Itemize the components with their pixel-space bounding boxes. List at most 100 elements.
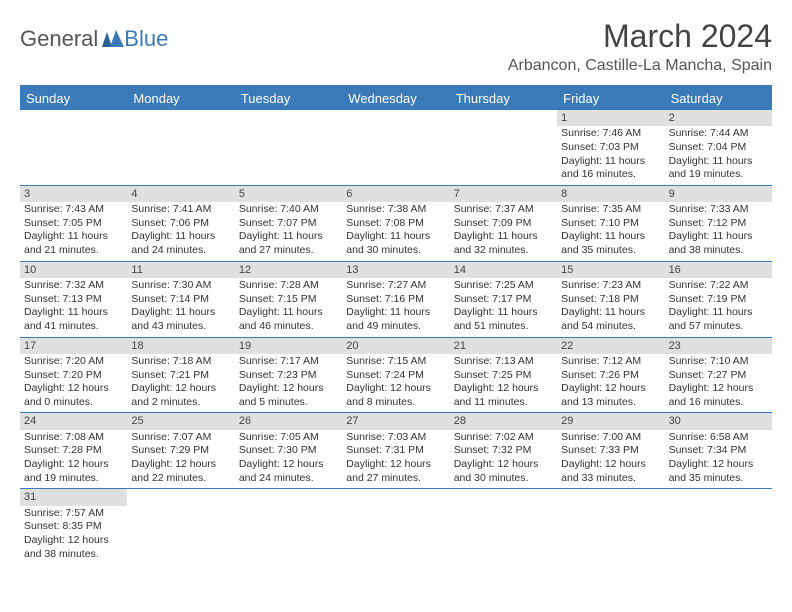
day-cell: 29Sunrise: 7:00 AMSunset: 7:33 PMDayligh…	[557, 413, 664, 488]
day-number: 20	[342, 338, 449, 354]
day-sunset: Sunset: 7:25 PM	[454, 369, 553, 383]
day-sunset: Sunset: 7:21 PM	[131, 369, 230, 383]
day-sunset: Sunset: 7:16 PM	[346, 293, 445, 307]
day-daylight2: and 54 minutes.	[561, 320, 660, 334]
empty-cell	[235, 110, 342, 185]
day-sunset: Sunset: 7:26 PM	[561, 369, 660, 383]
day-daylight2: and 35 minutes.	[669, 472, 768, 486]
day-daylight2: and 38 minutes.	[669, 244, 768, 258]
day-daylight2: and 30 minutes.	[346, 244, 445, 258]
day-number: 23	[665, 338, 772, 354]
calendar-page: General Blue March 2024 Arbancon, Castil…	[0, 0, 792, 582]
day-cell: 10Sunrise: 7:32 AMSunset: 7:13 PMDayligh…	[20, 262, 127, 337]
day-cell: 3Sunrise: 7:43 AMSunset: 7:05 PMDaylight…	[20, 186, 127, 261]
week-row: 31Sunrise: 7:57 AMSunset: 8:35 PMDayligh…	[20, 489, 772, 564]
day-daylight1: Daylight: 12 hours	[239, 458, 338, 472]
week-row: 1Sunrise: 7:46 AMSunset: 7:03 PMDaylight…	[20, 110, 772, 186]
day-cell: 25Sunrise: 7:07 AMSunset: 7:29 PMDayligh…	[127, 413, 234, 488]
day-sunset: Sunset: 7:23 PM	[239, 369, 338, 383]
day-sunset: Sunset: 7:04 PM	[669, 141, 768, 155]
day-number: 3	[20, 186, 127, 202]
day-number: 13	[342, 262, 449, 278]
day-details: Sunrise: 7:18 AMSunset: 7:21 PMDaylight:…	[127, 354, 234, 413]
weekday-header: Wednesday	[342, 87, 449, 110]
day-daylight2: and 43 minutes.	[131, 320, 230, 334]
weekday-header: Saturday	[665, 87, 772, 110]
day-cell: 23Sunrise: 7:10 AMSunset: 7:27 PMDayligh…	[665, 338, 772, 413]
day-cell: 4Sunrise: 7:41 AMSunset: 7:06 PMDaylight…	[127, 186, 234, 261]
day-cell: 21Sunrise: 7:13 AMSunset: 7:25 PMDayligh…	[450, 338, 557, 413]
day-details: Sunrise: 7:20 AMSunset: 7:20 PMDaylight:…	[20, 354, 127, 413]
day-daylight1: Daylight: 12 hours	[454, 458, 553, 472]
day-daylight2: and 41 minutes.	[24, 320, 123, 334]
day-sunrise: Sunrise: 7:18 AM	[131, 355, 230, 369]
day-number: 19	[235, 338, 342, 354]
day-sunset: Sunset: 7:24 PM	[346, 369, 445, 383]
day-daylight1: Daylight: 12 hours	[24, 382, 123, 396]
day-sunset: Sunset: 8:35 PM	[24, 520, 123, 534]
brand-logo: General Blue	[20, 26, 168, 52]
week-row: 17Sunrise: 7:20 AMSunset: 7:20 PMDayligh…	[20, 338, 772, 414]
day-daylight2: and 27 minutes.	[346, 472, 445, 486]
day-sunset: Sunset: 7:34 PM	[669, 444, 768, 458]
day-sunset: Sunset: 7:31 PM	[346, 444, 445, 458]
day-daylight1: Daylight: 12 hours	[131, 382, 230, 396]
day-daylight2: and 24 minutes.	[239, 472, 338, 486]
day-sunset: Sunset: 7:03 PM	[561, 141, 660, 155]
day-sunset: Sunset: 7:06 PM	[131, 217, 230, 231]
empty-cell	[665, 489, 772, 564]
location-subtitle: Arbancon, Castille-La Mancha, Spain	[508, 57, 772, 75]
day-cell: 31Sunrise: 7:57 AMSunset: 8:35 PMDayligh…	[20, 489, 127, 564]
day-cell: 6Sunrise: 7:38 AMSunset: 7:08 PMDaylight…	[342, 186, 449, 261]
day-daylight1: Daylight: 12 hours	[454, 382, 553, 396]
weekday-header: Sunday	[20, 87, 127, 110]
day-number: 11	[127, 262, 234, 278]
day-details: Sunrise: 7:05 AMSunset: 7:30 PMDaylight:…	[235, 430, 342, 489]
week-row: 10Sunrise: 7:32 AMSunset: 7:13 PMDayligh…	[20, 262, 772, 338]
day-daylight1: Daylight: 11 hours	[454, 230, 553, 244]
day-number: 16	[665, 262, 772, 278]
day-sunset: Sunset: 7:08 PM	[346, 217, 445, 231]
day-sunset: Sunset: 7:15 PM	[239, 293, 338, 307]
day-sunrise: Sunrise: 7:44 AM	[669, 127, 768, 141]
day-details: Sunrise: 7:37 AMSunset: 7:09 PMDaylight:…	[450, 202, 557, 261]
day-daylight1: Daylight: 11 hours	[561, 155, 660, 169]
day-details: Sunrise: 7:57 AMSunset: 8:35 PMDaylight:…	[20, 506, 127, 565]
day-daylight2: and 38 minutes.	[24, 548, 123, 562]
day-sunset: Sunset: 7:29 PM	[131, 444, 230, 458]
day-sunrise: Sunrise: 7:20 AM	[24, 355, 123, 369]
day-sunrise: Sunrise: 7:41 AM	[131, 203, 230, 217]
day-number: 29	[557, 413, 664, 429]
day-cell: 20Sunrise: 7:15 AMSunset: 7:24 PMDayligh…	[342, 338, 449, 413]
day-sunset: Sunset: 7:07 PM	[239, 217, 338, 231]
day-details: Sunrise: 7:44 AMSunset: 7:04 PMDaylight:…	[665, 126, 772, 185]
day-number: 7	[450, 186, 557, 202]
day-daylight2: and 30 minutes.	[454, 472, 553, 486]
day-sunset: Sunset: 7:09 PM	[454, 217, 553, 231]
day-number: 10	[20, 262, 127, 278]
day-daylight1: Daylight: 11 hours	[346, 306, 445, 320]
day-details: Sunrise: 7:41 AMSunset: 7:06 PMDaylight:…	[127, 202, 234, 261]
day-sunset: Sunset: 7:10 PM	[561, 217, 660, 231]
day-sunset: Sunset: 7:13 PM	[24, 293, 123, 307]
day-cell: 12Sunrise: 7:28 AMSunset: 7:15 PMDayligh…	[235, 262, 342, 337]
day-daylight1: Daylight: 11 hours	[669, 306, 768, 320]
day-details: Sunrise: 7:03 AMSunset: 7:31 PMDaylight:…	[342, 430, 449, 489]
day-details: Sunrise: 7:00 AMSunset: 7:33 PMDaylight:…	[557, 430, 664, 489]
empty-cell	[557, 489, 664, 564]
day-sunset: Sunset: 7:12 PM	[669, 217, 768, 231]
day-sunset: Sunset: 7:33 PM	[561, 444, 660, 458]
day-details: Sunrise: 7:07 AMSunset: 7:29 PMDaylight:…	[127, 430, 234, 489]
day-cell: 24Sunrise: 7:08 AMSunset: 7:28 PMDayligh…	[20, 413, 127, 488]
day-details: Sunrise: 7:02 AMSunset: 7:32 PMDaylight:…	[450, 430, 557, 489]
day-daylight2: and 19 minutes.	[669, 168, 768, 182]
empty-cell	[342, 489, 449, 564]
day-number: 14	[450, 262, 557, 278]
day-details: Sunrise: 7:28 AMSunset: 7:15 PMDaylight:…	[235, 278, 342, 337]
day-cell: 16Sunrise: 7:22 AMSunset: 7:19 PMDayligh…	[665, 262, 772, 337]
day-daylight1: Daylight: 12 hours	[131, 458, 230, 472]
day-sunrise: Sunrise: 7:02 AM	[454, 431, 553, 445]
day-sunrise: Sunrise: 7:38 AM	[346, 203, 445, 217]
title-block: March 2024 Arbancon, Castille-La Mancha,…	[508, 18, 772, 75]
day-sunrise: Sunrise: 7:07 AM	[131, 431, 230, 445]
